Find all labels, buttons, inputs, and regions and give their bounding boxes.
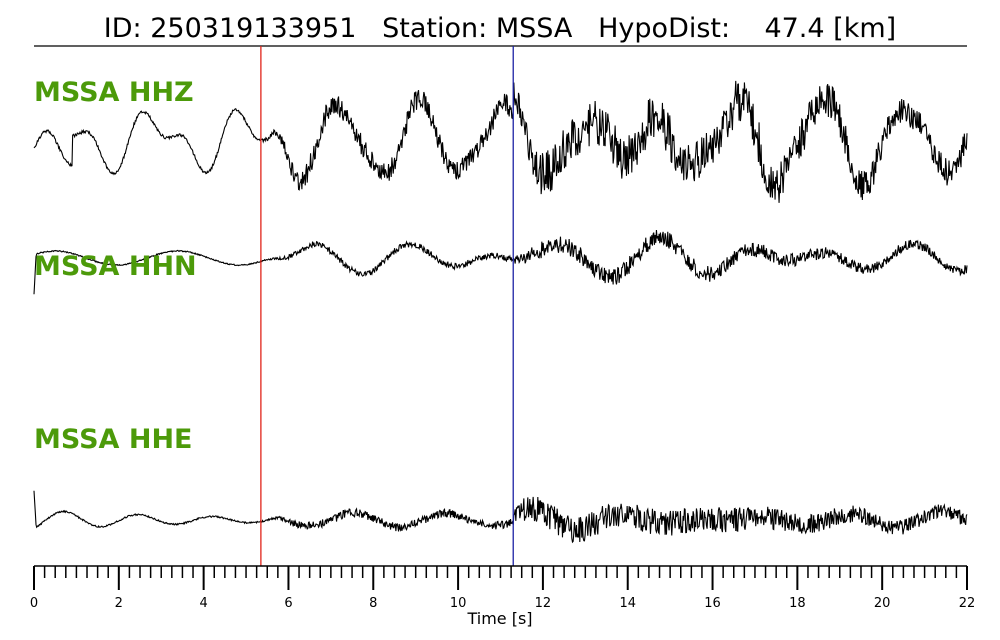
- trace-hhe: [33, 490, 968, 544]
- x-tick-label: 2: [115, 596, 123, 611]
- channel-label-hhn: MSSA HHN: [34, 251, 197, 282]
- x-axis-label: Time [s]: [466, 609, 532, 628]
- x-tick-label: 16: [704, 596, 721, 611]
- x-axis: 0 2 4 6 8 10 12 14 16 18 20 22: [30, 565, 976, 611]
- x-tick-label: 0: [30, 596, 38, 611]
- id-label: ID:: [104, 13, 142, 44]
- x-tick-label: 8: [369, 596, 377, 611]
- trace-hhn: [33, 230, 968, 295]
- traces-group: [33, 80, 968, 544]
- picks-group: [260, 46, 514, 566]
- x-tick-label: 4: [199, 596, 207, 611]
- event-id: 250319133951: [150, 13, 356, 44]
- x-tick-label: 12: [535, 596, 552, 611]
- hypodist-label: HypoDist:: [598, 13, 730, 44]
- x-tick-label: 14: [619, 596, 636, 611]
- channel-label-hhe: MSSA HHE: [34, 424, 192, 455]
- x-tick-label: 6: [284, 596, 292, 611]
- x-tick-label: 20: [874, 596, 891, 611]
- hypodist-value: 47.4: [764, 13, 824, 44]
- station-value: MSSA: [496, 13, 573, 44]
- station-label: Station:: [382, 13, 487, 44]
- chart-title: ID: 250319133951 Station: MSSA HypoDist:…: [104, 13, 896, 44]
- hypodist-unit: [km]: [833, 13, 896, 44]
- x-tick-label: 18: [789, 596, 806, 611]
- x-tick-label: 10: [450, 596, 467, 611]
- channel-label-hhz: MSSA HHZ: [34, 77, 194, 108]
- trace-hhz: [33, 80, 968, 203]
- x-tick-label: 22: [959, 596, 976, 611]
